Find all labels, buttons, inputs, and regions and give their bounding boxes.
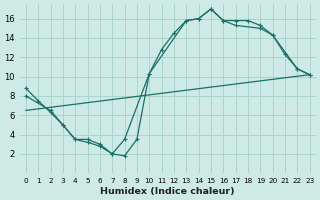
X-axis label: Humidex (Indice chaleur): Humidex (Indice chaleur)	[100, 187, 235, 196]
